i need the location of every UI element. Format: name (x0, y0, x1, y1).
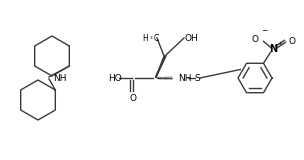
Text: O: O (251, 35, 258, 44)
Text: +: + (278, 41, 283, 46)
Text: S: S (194, 73, 200, 83)
Text: H: H (142, 33, 148, 43)
Text: C: C (154, 33, 159, 43)
Text: N: N (269, 44, 278, 54)
Text: $\mathregular{_3}$: $\mathregular{_3}$ (149, 34, 154, 42)
Text: NH: NH (178, 73, 192, 83)
Text: NH: NH (53, 73, 67, 83)
Text: −: − (261, 26, 268, 35)
Text: O: O (130, 94, 136, 103)
Text: HO: HO (108, 73, 122, 83)
Text: O: O (288, 37, 295, 46)
Text: OH: OH (185, 33, 199, 43)
